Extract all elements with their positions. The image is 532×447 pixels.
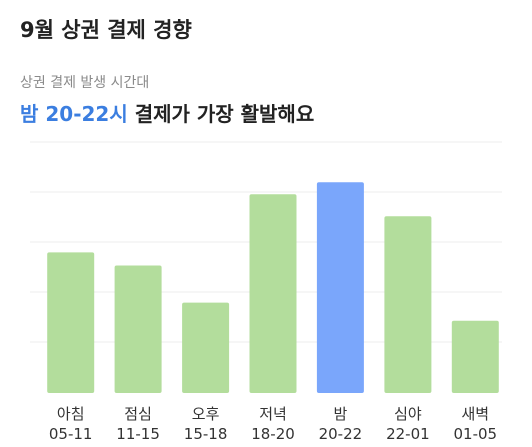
x-tick-label-name: 오후 bbox=[192, 405, 220, 423]
bar-20-22 bbox=[316, 182, 364, 393]
x-tick-label-range: 05-11 bbox=[49, 425, 93, 443]
bar-18-20 bbox=[249, 194, 297, 393]
x-tick-label-range: 01-05 bbox=[454, 425, 498, 443]
x-tick-label-range: 20-22 bbox=[319, 425, 363, 443]
bars bbox=[47, 182, 499, 393]
bar-11-15 bbox=[114, 265, 162, 393]
chart-subtitle: 상권 결제 발생 시간대 bbox=[20, 75, 150, 91]
x-tick-label-name: 점심 bbox=[124, 405, 152, 423]
x-tick-label-name: 아침 bbox=[57, 405, 85, 423]
x-tick-label-range: 22-01 bbox=[386, 425, 430, 443]
bar-22-01 bbox=[384, 216, 432, 393]
x-tick-label-range: 15-18 bbox=[184, 425, 228, 443]
x-tick-label-name: 밤 bbox=[333, 405, 347, 423]
x-tick-label-range: 18-20 bbox=[251, 425, 295, 443]
x-tick-label-name: 새벽 bbox=[461, 405, 489, 423]
x-tick-label-range: 11-15 bbox=[116, 425, 160, 443]
bar-01-05 bbox=[451, 320, 499, 393]
headline-highlight: 밤 20-22시 bbox=[20, 102, 128, 126]
bar-05-11 bbox=[47, 252, 95, 393]
page-title: 9월 상권 결제 경향 bbox=[20, 18, 192, 42]
x-axis-labels: 아침 05-11 점심 11-15 오후 15-18 저녁 18-20 밤 20-22 심야 22-0… bbox=[49, 405, 497, 443]
x-tick-label-name: 심야 bbox=[394, 405, 422, 423]
headline-rest: 결제가 가장 활발해요 bbox=[134, 102, 315, 126]
bar-15-18 bbox=[182, 302, 230, 393]
chart-headline: 밤 20-22시 결제가 가장 활발해요 bbox=[20, 98, 314, 127]
x-tick-label-name: 저녁 bbox=[259, 405, 287, 423]
